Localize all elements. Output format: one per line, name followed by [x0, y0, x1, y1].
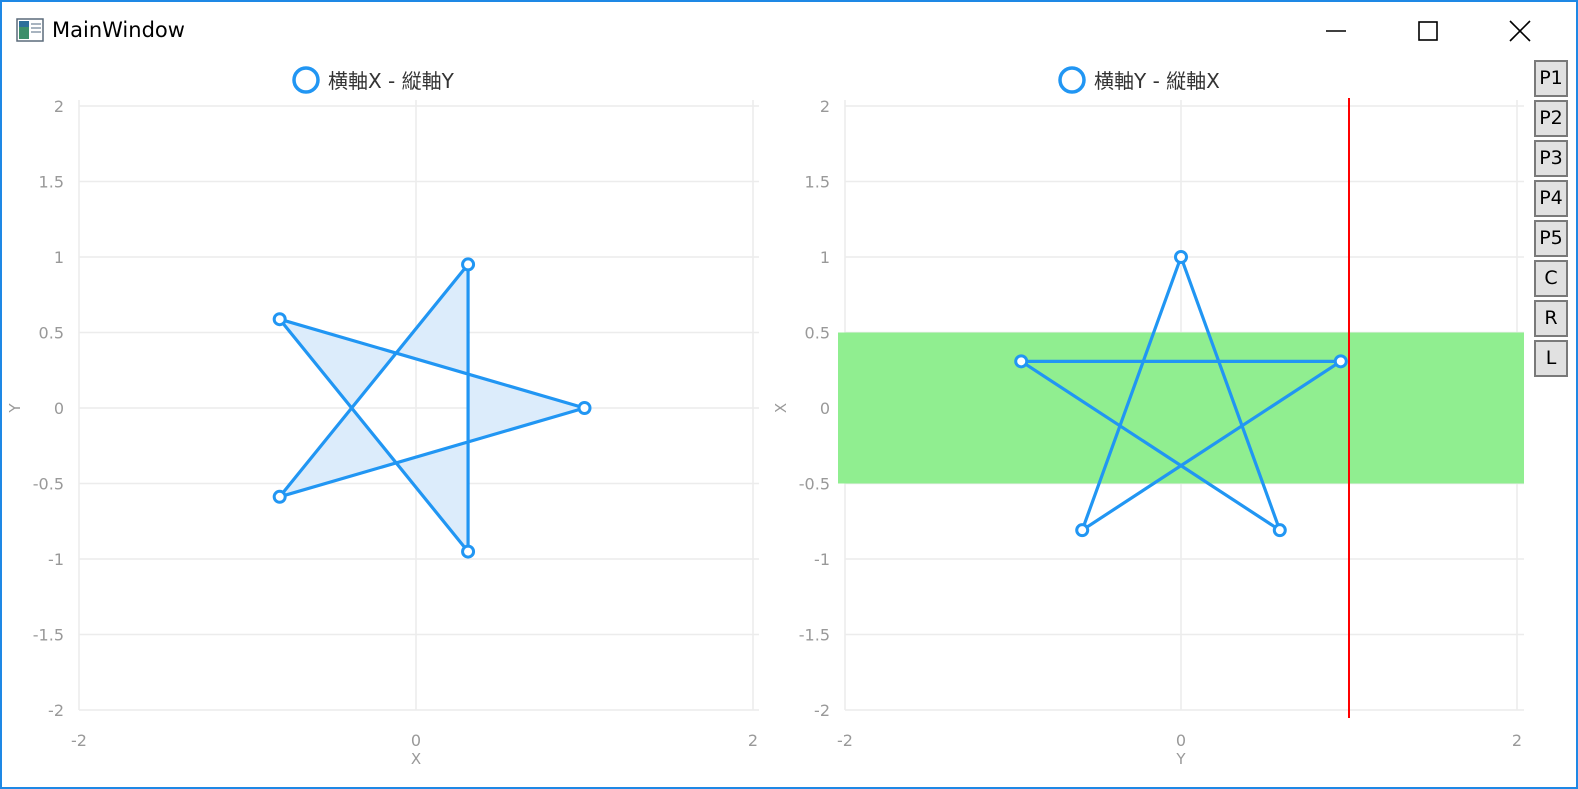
minimize-icon: [1326, 30, 1346, 32]
series-fill: [279, 264, 585, 552]
title-bar: MainWindow: [2, 2, 1576, 60]
y-tick-label: -0.5: [799, 475, 830, 494]
y-tick-label: 1: [820, 248, 830, 267]
data-point: [272, 489, 287, 504]
data-point: [1075, 523, 1090, 538]
p5-button[interactable]: P5: [1534, 220, 1568, 257]
y-axis-title: Y: [6, 403, 24, 414]
highlight-band: [838, 332, 1524, 484]
maximize-button[interactable]: [1382, 2, 1474, 60]
data-point: [577, 401, 592, 415]
data-point: [1272, 523, 1287, 538]
series-line: [1019, 256, 1343, 532]
x-tick-label: 2: [748, 731, 758, 750]
data-point: [1014, 354, 1029, 369]
legend-label: 横軸Y - 縦軸X: [1094, 69, 1220, 93]
data-point: [272, 312, 287, 327]
x-tick-label: 0: [1176, 731, 1186, 750]
close-button[interactable]: [1474, 2, 1566, 60]
app-icon: [16, 18, 44, 42]
legend-label: 横軸X - 縦軸Y: [328, 69, 455, 93]
x-axis-title: Y: [1175, 750, 1186, 768]
p2-button[interactable]: P2: [1534, 100, 1568, 137]
y-tick-label: 2: [820, 97, 830, 116]
chart-2: 2 1.5 1 0.5 0 -0.5 -1 -1.5 -2 -2 0 2 横軸Y - 縦軸X Y X: [772, 66, 1524, 768]
x-tick-label: 0: [411, 731, 421, 750]
series-line: [278, 262, 585, 554]
x-tick-label: -2: [71, 731, 87, 750]
data-point: [1333, 354, 1348, 369]
x-axis-title: X: [411, 750, 421, 768]
side-button-panel: P1 P2 P3 P4 P5 C R L: [1534, 60, 1568, 380]
x-tick-label: -2: [837, 731, 853, 750]
maximize-icon: [1418, 21, 1438, 41]
y-tick-label: 1.5: [39, 173, 64, 192]
data-point: [461, 544, 476, 559]
y-tick-label: -0.5: [33, 475, 64, 494]
y-tick-label: 1.5: [805, 173, 830, 192]
y-tick-label: 0: [820, 399, 830, 418]
plots-area: 2 1.5 1 0.5 0 -0.5 -1 -1.5 -2 -2 0 2 横軸X - 縦軸Y X Y 2 1.5…: [6, 66, 1524, 768]
legend-marker: [292, 66, 320, 94]
y-tick-label: -1: [48, 550, 64, 569]
data-point: [1174, 250, 1188, 264]
y-tick-label: -1: [814, 550, 830, 569]
p1-button[interactable]: P1: [1534, 60, 1568, 97]
y-axis-title: X: [772, 403, 790, 413]
c-button[interactable]: C: [1534, 260, 1568, 297]
r-button[interactable]: R: [1534, 300, 1568, 337]
y-tick-label: 2: [54, 97, 64, 116]
y-tick-label: -1.5: [33, 626, 64, 645]
close-icon: [1509, 20, 1531, 42]
y-tick-label: -2: [814, 701, 830, 720]
y-tick-label: -1.5: [799, 626, 830, 645]
x-tick-label: 2: [1512, 731, 1522, 750]
p4-button[interactable]: P4: [1534, 180, 1568, 217]
minimize-button[interactable]: [1290, 2, 1382, 60]
y-tick-label: 0.5: [39, 324, 64, 343]
window-title: MainWindow: [52, 18, 185, 42]
data-point: [461, 257, 476, 272]
y-tick-label: 0.5: [805, 324, 830, 343]
y-tick-label: 1: [54, 248, 64, 267]
y-tick-label: 0: [54, 399, 64, 418]
chart-1: 2 1.5 1 0.5 0 -0.5 -1 -1.5 -2 -2 0 2 横軸X - 縦軸Y X Y: [6, 66, 759, 768]
legend-marker: [1058, 66, 1086, 94]
l-button[interactable]: L: [1534, 340, 1568, 377]
y-tick-label: -2: [48, 701, 64, 720]
p3-button[interactable]: P3: [1534, 140, 1568, 177]
